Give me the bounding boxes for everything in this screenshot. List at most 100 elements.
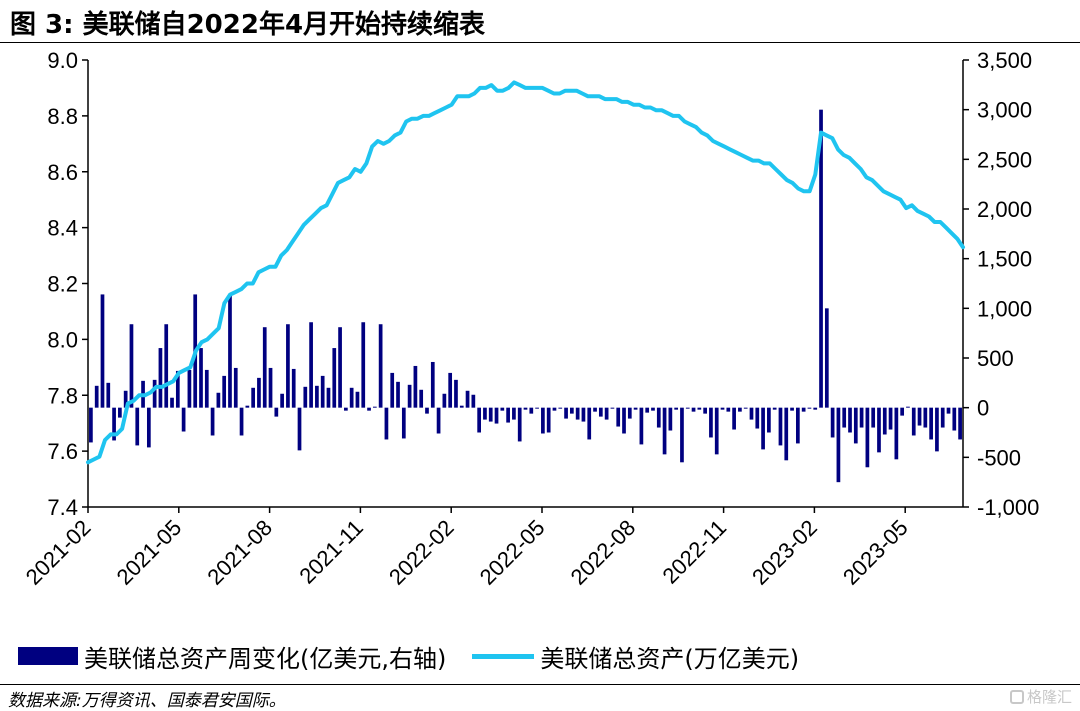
weekly-change-bar [187,369,192,408]
weekly-change-bar [587,407,592,440]
weekly-change-bar [349,387,354,408]
weekly-change-bar [801,407,806,412]
weekly-change-bar [598,407,603,417]
legend-bar-label: 美联储总资产周变化(亿美元,右轴) [84,644,447,673]
weekly-change-bar [651,407,655,411]
weekly-change-bar [407,384,412,408]
weekly-change-bar [865,407,870,468]
weekly-change-bar [807,407,812,409]
weekly-change-bar [871,407,876,428]
weekly-change-bar [709,407,713,438]
weekly-change-bar [146,407,151,448]
watermark-text: 格隆汇 [1026,688,1072,706]
left-tick-label: 7.8 [47,383,78,408]
weekly-change-bar [940,407,945,428]
weekly-change-bar [378,324,383,408]
watermark: 格隆汇 [1009,686,1072,707]
left-tick-label: 8.6 [47,160,78,185]
weekly-change-bar [239,407,244,436]
weekly-change-bar [952,407,957,431]
x-tick-label: 2022-05 [475,515,550,590]
legend-line-label: 美联储总资产(万亿美元) [540,644,800,673]
weekly-change-bar [123,390,128,408]
weekly-change-bar [911,407,916,436]
weekly-change-bar [691,407,696,412]
weekly-change-bar [291,368,296,408]
source-note: 数据来源:万得资讯、国泰君安国际。 [8,691,286,711]
weekly-change-bar [494,407,499,424]
weekly-change-bar [280,393,284,408]
weekly-change-bar [570,407,574,414]
weekly-change-bar [929,407,933,440]
left-tick-label: 8.4 [47,216,78,241]
weekly-change-bar [274,407,279,417]
total-assets-line [86,80,965,465]
x-tick-label: 2022-08 [566,515,641,590]
weekly-change-bar [668,407,673,431]
weekly-change-bar [546,407,551,433]
weekly-change-bar [454,379,458,408]
weekly-change-bar [216,392,221,408]
weekly-change-bar [129,324,134,408]
weekly-change-bar [430,361,435,408]
left-tick-label: 7.6 [47,439,78,464]
weekly-change-bar [465,390,470,408]
weekly-change-bar [772,407,777,410]
x-tick-label: 2022-02 [384,515,459,590]
weekly-change-bar [367,407,371,411]
weekly-change-bar [853,407,858,444]
weekly-change-bar [315,385,319,408]
weekly-change-bar [784,407,789,461]
x-tick-label: 2021-08 [202,515,277,590]
weekly-change-bar [726,407,731,412]
legend: 美联储总资产周变化(亿美元,右轴) 美联储总资产(万亿美元) [18,638,799,674]
right-tick-label: 1,000 [977,296,1032,321]
weekly-change-bar [882,407,887,435]
weekly-change-bar [303,386,308,408]
weekly-change-bar [483,407,487,420]
line-series [86,80,965,465]
left-axis: 7.4 7.6 7.8 8.0 8.2 8.4 8.6 8.8 9.0 [47,48,88,520]
weekly-change-bar [604,407,609,420]
right-tick-label: 3,500 [977,48,1032,73]
weekly-change-bar [419,389,424,408]
right-tick-label: -1,000 [977,495,1039,520]
x-tick-label: 2023-05 [838,515,913,590]
weekly-change-bar [761,407,765,450]
weekly-change-bar [767,407,771,433]
weekly-change-bar [639,407,644,445]
weekly-change-bar [286,324,290,408]
weekly-change-bar [732,407,736,430]
weekly-change-bar [790,407,794,411]
weekly-change-bar [616,407,621,427]
weekly-change-bar [118,407,122,418]
weekly-change-bar [581,407,586,422]
weekly-change-bar [622,407,626,434]
weekly-change-bar [714,407,719,455]
figure-title: 图 3: 美联储自2022年4月开始持续缩表 [10,10,486,40]
weekly-change-bar [181,407,186,432]
weekly-change-bar [222,375,227,408]
right-tick-label: 2,000 [977,197,1032,222]
bar-series [89,109,962,483]
weekly-change-bar [112,407,116,441]
weekly-change-bar [755,407,760,429]
right-tick-label: 1,500 [977,247,1032,272]
weekly-change-bar [425,407,429,414]
left-tick-label: 7.4 [47,495,78,520]
bottom-rule [0,684,1080,685]
weekly-change-bar [778,407,783,446]
weekly-change-bar [888,407,893,430]
weekly-change-bar [459,405,464,408]
weekly-change-bar [917,407,922,426]
weekly-change-bar [384,407,389,440]
weekly-change-bar [923,407,928,428]
weekly-change-bar [355,391,360,408]
weekly-change-bar [848,407,852,433]
weekly-change-bar [413,365,418,408]
weekly-change-bar [674,407,679,410]
weekly-change-bar [593,407,597,412]
weekly-change-bar [894,407,899,460]
weekly-change-bar [552,407,557,411]
weekly-change-bar [100,294,105,408]
